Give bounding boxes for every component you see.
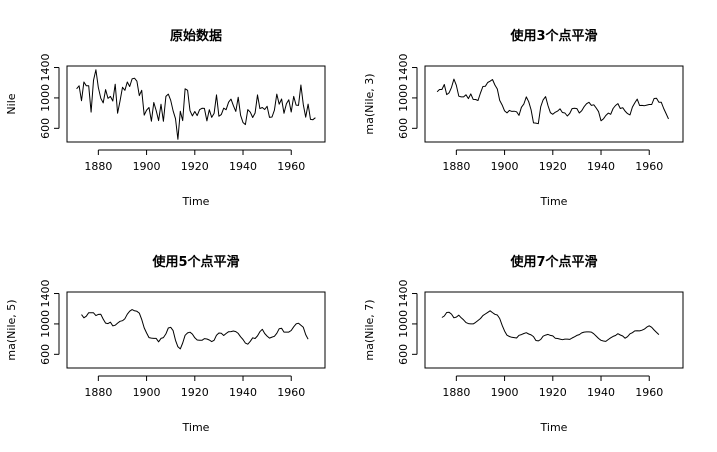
plot-frame <box>424 65 684 143</box>
x-tick-label: 1920 <box>181 386 209 399</box>
y-tick-label: 1000 <box>39 310 52 338</box>
y-tick-label: 1400 <box>397 280 410 308</box>
plot-frame <box>424 291 684 369</box>
y-tick-label: 600 <box>397 118 410 139</box>
panel-2: 使用3个点平滑 1880 1900 1920 1940 1960 600 1000 1400 Ti… <box>363 28 684 208</box>
x-tick-label: 1940 <box>587 386 615 399</box>
x-tick-label: 1920 <box>539 160 567 173</box>
y-axis-label: Nile <box>5 93 18 114</box>
y-axis-label: ma(Nile, 3) <box>363 73 376 134</box>
x-axis-label: Time <box>182 195 210 208</box>
x-tick-label: 1880 <box>442 160 470 173</box>
x-tick-label: 1900 <box>491 160 519 173</box>
y-axis-label: ma(Nile, 5) <box>5 299 18 360</box>
x-tick-label: 1920 <box>181 160 209 173</box>
x-tick-label: 1880 <box>84 386 112 399</box>
plot-frame <box>66 291 326 369</box>
y-tick-label: 1000 <box>397 84 410 112</box>
panel-1: 原始数据 1880 1900 1920 1940 1960 600 1000 1400 Time N… <box>5 28 326 208</box>
y-tick-label: 1400 <box>397 54 410 82</box>
panel-4: 使用7个点平滑 1880 1900 1920 1940 1960 600 1000 1400 Ti… <box>363 254 684 434</box>
x-tick-label: 1900 <box>133 160 161 173</box>
x-tick-label: 1960 <box>635 386 663 399</box>
x-axis-label: Time <box>182 421 210 434</box>
chart-title: 使用5个点平滑 <box>151 254 239 270</box>
series-line <box>436 78 669 125</box>
x-axis-label: Time <box>540 195 568 208</box>
plot-frame <box>66 65 326 143</box>
x-tick-label: 1940 <box>229 386 257 399</box>
x-tick-label: 1900 <box>133 386 161 399</box>
chart-title: 使用7个点平滑 <box>509 254 597 270</box>
y-tick-label: 600 <box>39 118 52 139</box>
x-tick-label: 1960 <box>277 160 305 173</box>
x-tick-label: 1900 <box>491 386 519 399</box>
x-tick-label: 1960 <box>277 386 305 399</box>
chart-title: 原始数据 <box>170 28 222 44</box>
x-tick-label: 1880 <box>442 386 470 399</box>
y-tick-label: 600 <box>39 344 52 365</box>
y-tick-label: 600 <box>397 344 410 365</box>
x-tick-label: 1940 <box>587 160 615 173</box>
y-axis-label: ma(Nile, 7) <box>363 299 376 360</box>
y-tick-label: 1000 <box>397 310 410 338</box>
x-tick-label: 1960 <box>635 160 663 173</box>
series-line <box>76 69 316 140</box>
y-tick-label: 1400 <box>39 280 52 308</box>
x-axis-label: Time <box>540 421 568 434</box>
series-line <box>81 309 309 350</box>
x-tick-label: 1940 <box>229 160 257 173</box>
chart-title: 使用3个点平滑 <box>509 28 597 44</box>
x-tick-label: 1920 <box>539 386 567 399</box>
panel-3: 使用5个点平滑 1880 1900 1920 1940 1960 600 1000 1400 Ti… <box>5 254 326 434</box>
x-tick-label: 1880 <box>84 160 112 173</box>
y-tick-label: 1000 <box>39 84 52 112</box>
series-line <box>441 310 660 342</box>
y-tick-label: 1400 <box>39 54 52 82</box>
